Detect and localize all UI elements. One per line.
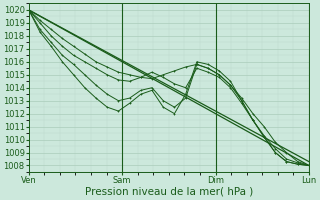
X-axis label: Pression niveau de la mer( hPa ): Pression niveau de la mer( hPa ) bbox=[85, 187, 253, 197]
